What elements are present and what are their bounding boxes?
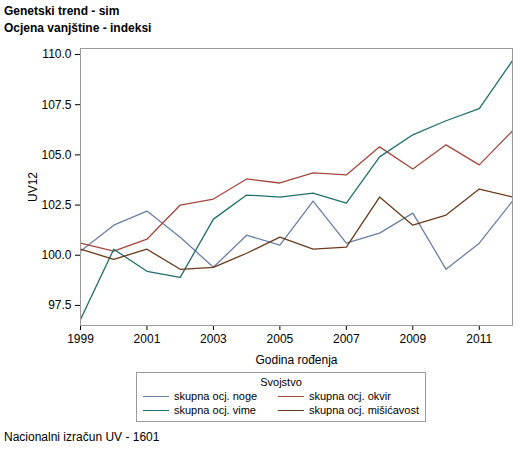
svg-text:107.5: 107.5 [41, 98, 71, 112]
svg-text:2005: 2005 [267, 332, 294, 346]
svg-text:2009: 2009 [399, 332, 426, 346]
html-text:skupna ocj. mišićavost: skupna ocj. mišićavost [309, 404, 419, 416]
svg-text:110.0: 110.0 [42, 47, 71, 61]
svg-text:105.0: 105.0 [41, 148, 71, 162]
svg-text:2011: 2011 [466, 332, 492, 346]
svg-text:1999: 1999 [67, 332, 94, 346]
html-text:Svojstvo: Svojstvo [260, 376, 302, 388]
html-text:skupna ocj. okvir: skupna ocj. okvir [309, 390, 391, 402]
svg-text:2003: 2003 [200, 332, 227, 346]
svg-text:100.0: 100.0 [41, 248, 71, 262]
html-text:Ocjena vanjštine - indeksi: Ocjena vanjštine - indeksi [4, 21, 152, 35]
svg-text:UV12: UV12 [26, 172, 40, 202]
html-text:skupna ocj. noge: skupna ocj. noge [174, 390, 258, 402]
svg-text:102.5: 102.5 [41, 198, 71, 212]
svg-text:2007: 2007 [333, 332, 360, 346]
html-text:skupna ocj. vime: skupna ocj. vime [174, 404, 256, 416]
html-text:Nacionalni izračun UV - 1601: Nacionalni izračun UV - 1601 [4, 430, 160, 444]
svg-text:97.5: 97.5 [48, 298, 72, 312]
svg-text:2001: 2001 [134, 332, 161, 346]
html-text:Genetski trend - sim: Genetski trend - sim [4, 4, 120, 18]
svg-text:Godina rođenja: Godina rođenja [255, 353, 337, 367]
